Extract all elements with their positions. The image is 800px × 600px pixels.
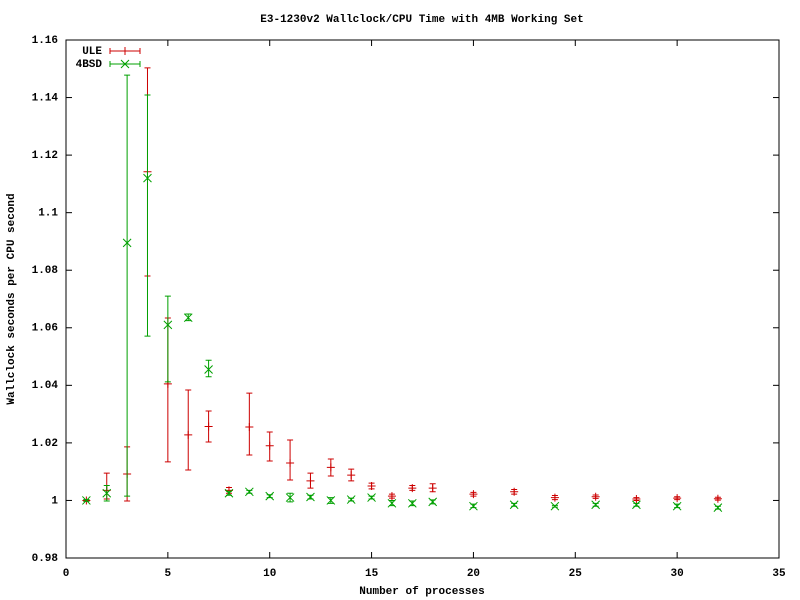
point bbox=[326, 463, 335, 472]
point bbox=[265, 491, 275, 501]
x-tick-label: 30 bbox=[671, 568, 684, 580]
point bbox=[632, 500, 641, 510]
x-tick-label: 10 bbox=[263, 568, 276, 580]
point bbox=[367, 493, 376, 502]
point bbox=[632, 495, 641, 504]
point bbox=[184, 430, 193, 439]
x-tick-label: 0 bbox=[63, 568, 70, 580]
y-tick-label: 1.14 bbox=[32, 92, 59, 104]
point bbox=[102, 488, 112, 498]
x-tick-label: 25 bbox=[569, 568, 583, 580]
point bbox=[428, 497, 438, 507]
error-bar bbox=[164, 295, 171, 383]
y-tick-label: 1.1 bbox=[38, 208, 58, 220]
point bbox=[509, 500, 519, 510]
y-tick-label: 1.12 bbox=[32, 150, 58, 162]
legend-label: ULE bbox=[82, 46, 102, 58]
point bbox=[387, 492, 396, 501]
point bbox=[550, 501, 560, 511]
y-tick-label: 1 bbox=[51, 495, 58, 507]
y-tick-label: 1.06 bbox=[32, 323, 58, 335]
x-tick-label: 20 bbox=[467, 568, 480, 580]
point bbox=[428, 484, 437, 493]
point bbox=[204, 365, 213, 374]
error-bar bbox=[185, 389, 192, 471]
point bbox=[306, 476, 315, 485]
point bbox=[224, 488, 234, 498]
x-axis-label: Number of processes bbox=[359, 586, 484, 598]
point bbox=[204, 422, 213, 431]
y-tick-label: 1.02 bbox=[32, 438, 58, 450]
error-bar bbox=[124, 74, 131, 497]
point bbox=[367, 482, 376, 491]
point bbox=[285, 493, 295, 502]
point bbox=[550, 493, 559, 502]
y-tick-label: 0.98 bbox=[32, 553, 59, 565]
point bbox=[591, 500, 601, 510]
y-tick-label: 1.16 bbox=[32, 35, 58, 47]
point bbox=[387, 498, 397, 508]
point bbox=[713, 494, 722, 503]
y-tick-label: 1.08 bbox=[32, 265, 59, 277]
point bbox=[510, 487, 519, 496]
point bbox=[286, 459, 295, 468]
point bbox=[407, 498, 417, 508]
point bbox=[346, 495, 356, 504]
point bbox=[672, 501, 682, 511]
point bbox=[306, 492, 315, 502]
point bbox=[183, 313, 193, 323]
point bbox=[469, 501, 478, 511]
y-tick-label: 1.04 bbox=[32, 380, 59, 392]
point bbox=[673, 494, 682, 503]
legend-label: 4BSD bbox=[76, 59, 103, 71]
point bbox=[326, 496, 336, 505]
legend-marker bbox=[121, 47, 129, 55]
error-bar bbox=[144, 94, 151, 337]
y-axis-label: Wallclock seconds per CPU second bbox=[6, 193, 18, 404]
point bbox=[713, 503, 723, 512]
point bbox=[347, 471, 356, 480]
point bbox=[122, 238, 132, 248]
error-bar bbox=[205, 359, 212, 378]
plot-frame bbox=[65, 39, 780, 559]
legend-marker bbox=[120, 59, 130, 69]
chart-title: E3-1230v2 Wallclock/CPU Time with 4MB Wo… bbox=[260, 14, 583, 26]
point bbox=[469, 490, 478, 499]
point bbox=[408, 484, 417, 493]
x-tick-label: 35 bbox=[772, 568, 786, 580]
point bbox=[163, 320, 173, 330]
point bbox=[82, 496, 91, 505]
x-tick-label: 15 bbox=[365, 568, 379, 580]
point bbox=[265, 441, 274, 450]
point bbox=[244, 487, 254, 497]
point bbox=[245, 423, 254, 432]
point bbox=[143, 173, 152, 183]
point bbox=[591, 492, 600, 501]
x-tick-label: 5 bbox=[165, 568, 172, 580]
